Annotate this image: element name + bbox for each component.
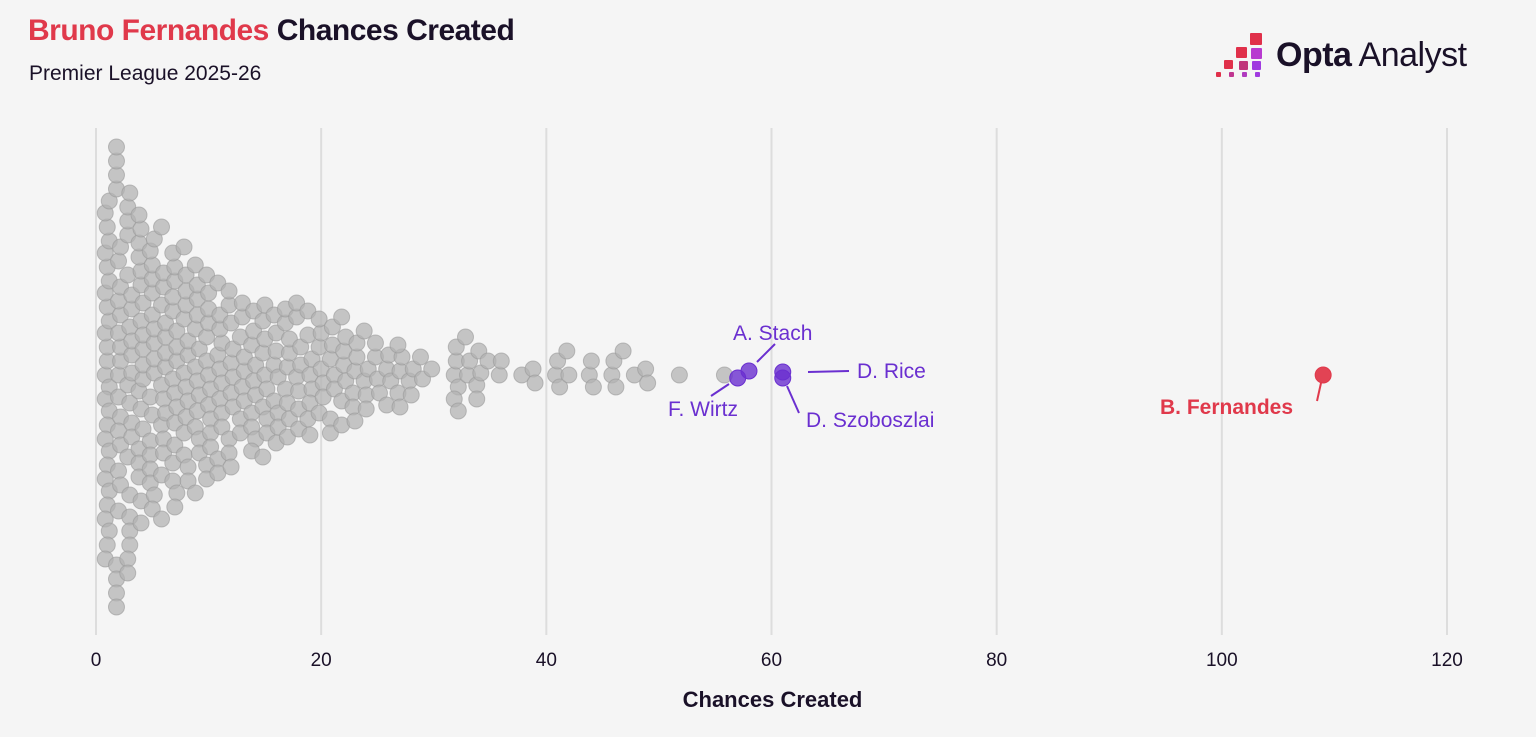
player-dot xyxy=(153,218,171,236)
player-dot xyxy=(301,426,319,444)
player-dot xyxy=(366,334,384,352)
player-dot xyxy=(560,366,578,384)
player-dot xyxy=(110,252,128,270)
player-dot xyxy=(389,336,407,354)
player-dot xyxy=(584,378,602,396)
player-dot xyxy=(132,514,150,532)
player-dot xyxy=(153,510,171,528)
player-dot xyxy=(524,360,542,378)
chart-subtitle: Premier League 2025-26 xyxy=(29,62,262,85)
highlight-dot-b-fernandes xyxy=(1314,366,1332,384)
label-szoboszlai: D. Szoboszlai xyxy=(806,409,934,432)
x-tick-label: 80 xyxy=(986,650,1007,671)
gridlines xyxy=(95,128,1448,635)
opta-analyst-logo: Opta Analyst xyxy=(1214,30,1467,80)
player-dot xyxy=(456,328,474,346)
player-dot xyxy=(132,220,150,238)
annotations: A. Stach F. Wirtz D. Rice D. Szoboszlai … xyxy=(668,322,1322,432)
label-rice: D. Rice xyxy=(857,360,926,383)
title-player-name: Bruno Fernandes xyxy=(28,14,269,47)
player-dot xyxy=(357,400,375,418)
x-tick-label: 120 xyxy=(1431,650,1463,671)
player-dot xyxy=(639,374,657,392)
highlighted-points xyxy=(729,362,1332,387)
player-dot xyxy=(119,564,137,582)
player-dot xyxy=(607,378,625,396)
x-tick-label: 100 xyxy=(1206,650,1238,671)
player-dot xyxy=(423,360,441,378)
player-dot xyxy=(220,282,238,300)
player-dot xyxy=(346,412,364,430)
chart-title: Bruno Fernandes Chances Created xyxy=(28,14,515,48)
player-dot xyxy=(107,598,125,616)
player-dot xyxy=(186,484,204,502)
player-dot xyxy=(391,398,409,416)
logo-text-bold: Opta xyxy=(1276,35,1352,74)
logo-text-regular: Analyst xyxy=(1351,35,1468,74)
label-wirtz: F. Wirtz xyxy=(668,398,738,421)
x-tick-label: 20 xyxy=(311,650,332,671)
data-points xyxy=(96,138,733,616)
player-dot xyxy=(107,138,125,156)
player-dot xyxy=(121,184,139,202)
player-dot xyxy=(449,402,467,420)
player-dot xyxy=(175,238,193,256)
player-dot xyxy=(551,378,569,396)
player-dot xyxy=(98,536,116,554)
player-dot xyxy=(490,366,508,384)
label-stach: A. Stach xyxy=(733,322,812,345)
player-dot xyxy=(637,360,655,378)
player-dot xyxy=(526,374,544,392)
player-dot xyxy=(492,352,510,370)
player-dot xyxy=(220,444,238,462)
player-dot xyxy=(222,458,240,476)
player-dot xyxy=(186,256,204,274)
x-axis-ticks: 0 20 40 60 80 100 120 xyxy=(91,650,1463,671)
player-dot xyxy=(110,462,128,480)
player-dot xyxy=(614,342,632,360)
highlight-dot-d-szoboszlai xyxy=(774,369,792,387)
player-dot xyxy=(100,522,118,540)
player-dot xyxy=(168,484,186,502)
player-dot xyxy=(254,448,272,466)
player-dot xyxy=(121,536,139,554)
player-dot xyxy=(98,218,116,236)
x-tick-label: 40 xyxy=(536,650,557,671)
player-dot xyxy=(333,308,351,326)
player-dot xyxy=(558,342,576,360)
player-dot xyxy=(130,206,148,224)
player-dot xyxy=(411,348,429,366)
player-dot xyxy=(582,352,600,370)
highlight-dot-f-wirtz xyxy=(729,369,747,387)
opta-pixel-icon xyxy=(1216,33,1262,77)
player-dot xyxy=(355,322,373,340)
x-tick-label: 0 xyxy=(91,650,102,671)
player-dot xyxy=(468,390,486,408)
player-dot xyxy=(166,498,184,516)
x-axis-title: Chances Created xyxy=(682,687,863,712)
player-dot xyxy=(670,366,688,384)
player-dot xyxy=(145,486,163,504)
logo-text: Opta Analyst xyxy=(1276,36,1467,75)
player-dot xyxy=(310,310,328,328)
title-metric: Chances Created xyxy=(268,14,515,47)
x-tick-label: 60 xyxy=(761,650,782,671)
player-dot xyxy=(402,386,420,404)
label-fernandes: B. Fernandes xyxy=(1160,396,1293,419)
